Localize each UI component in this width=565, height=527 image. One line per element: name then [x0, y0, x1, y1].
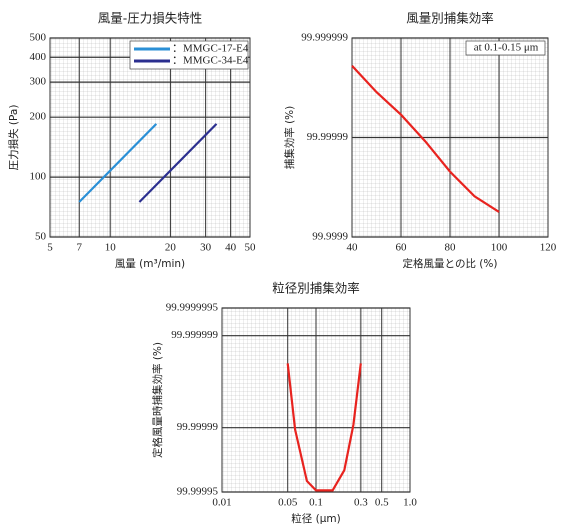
- x-tick-label: 50: [245, 242, 257, 254]
- legend-box: [129, 40, 249, 70]
- y-tick-label: 99.99999: [307, 131, 349, 143]
- y-axis-label: 捕集効率 (%): [283, 106, 296, 170]
- x-tick-label: 0.5: [375, 497, 389, 509]
- x-axis-label: 定格風量との比 (%): [403, 257, 498, 270]
- x-tick-label: 7: [76, 242, 82, 254]
- x-tick-label: 60: [396, 242, 408, 254]
- x-tick-label: 30: [200, 242, 212, 254]
- x-tick-label: 80: [445, 242, 457, 254]
- y-tick-label: 99.9999: [312, 231, 348, 243]
- legend-label: ：MMGC-17-E4: [172, 43, 249, 55]
- data-line: [78, 123, 158, 203]
- data-line: [286, 363, 362, 492]
- y-tick-label: 99.99995: [177, 486, 219, 498]
- x-tick-label: 100: [491, 242, 508, 254]
- plot-area: [49, 37, 251, 238]
- x-tick-label: 40: [347, 242, 359, 254]
- chart-title: 粒径別捕集効率: [272, 281, 360, 296]
- y-axis-label: 定格風量時捕集効率 (%): [151, 342, 164, 458]
- x-tick-label: 1.0: [403, 497, 417, 509]
- x-tick-label: 0.05: [278, 497, 298, 509]
- y-tick-label: 99.999999: [301, 32, 348, 44]
- chart-title: 風量-圧力損失特性: [98, 11, 203, 26]
- y-tick-label: 200: [30, 111, 47, 123]
- data-line: [138, 123, 218, 203]
- x-axis-label: 風量 (m³/min): [115, 258, 185, 270]
- y-tick-label: 99.9999995: [166, 302, 219, 314]
- y-tick-label: 50: [35, 231, 47, 243]
- x-tick-label: 0.1: [309, 497, 323, 509]
- x-tick-label: 0.01: [212, 497, 231, 509]
- x-tick-label: 20: [165, 242, 177, 254]
- legend-label: ：MMGC-34-E4: [172, 55, 249, 67]
- x-tick-label: 0.3: [354, 497, 368, 509]
- y-tick-label: 500: [30, 32, 47, 44]
- y-tick-label: 99.999999: [171, 329, 218, 341]
- y-tick-label: 99.99999: [177, 421, 219, 433]
- x-tick-label: 120: [540, 242, 557, 254]
- y-tick-label: 400: [30, 51, 47, 63]
- x-axis-label: 粒径 (μm): [291, 512, 340, 525]
- x-tick-label: 5: [47, 242, 53, 254]
- chart-title: 風量別捕集効率: [406, 11, 494, 26]
- x-tick-label: 40: [225, 242, 237, 254]
- y-tick-label: 300: [30, 76, 47, 88]
- annotation-box: [465, 40, 546, 56]
- x-tick-label: 10: [105, 242, 117, 254]
- y-axis-label: 圧力損失 (Pa): [7, 105, 20, 171]
- data-line: [351, 64, 500, 213]
- y-tick-label: 100: [30, 171, 47, 183]
- annotation: at 0.1-0.15 μm: [474, 42, 539, 54]
